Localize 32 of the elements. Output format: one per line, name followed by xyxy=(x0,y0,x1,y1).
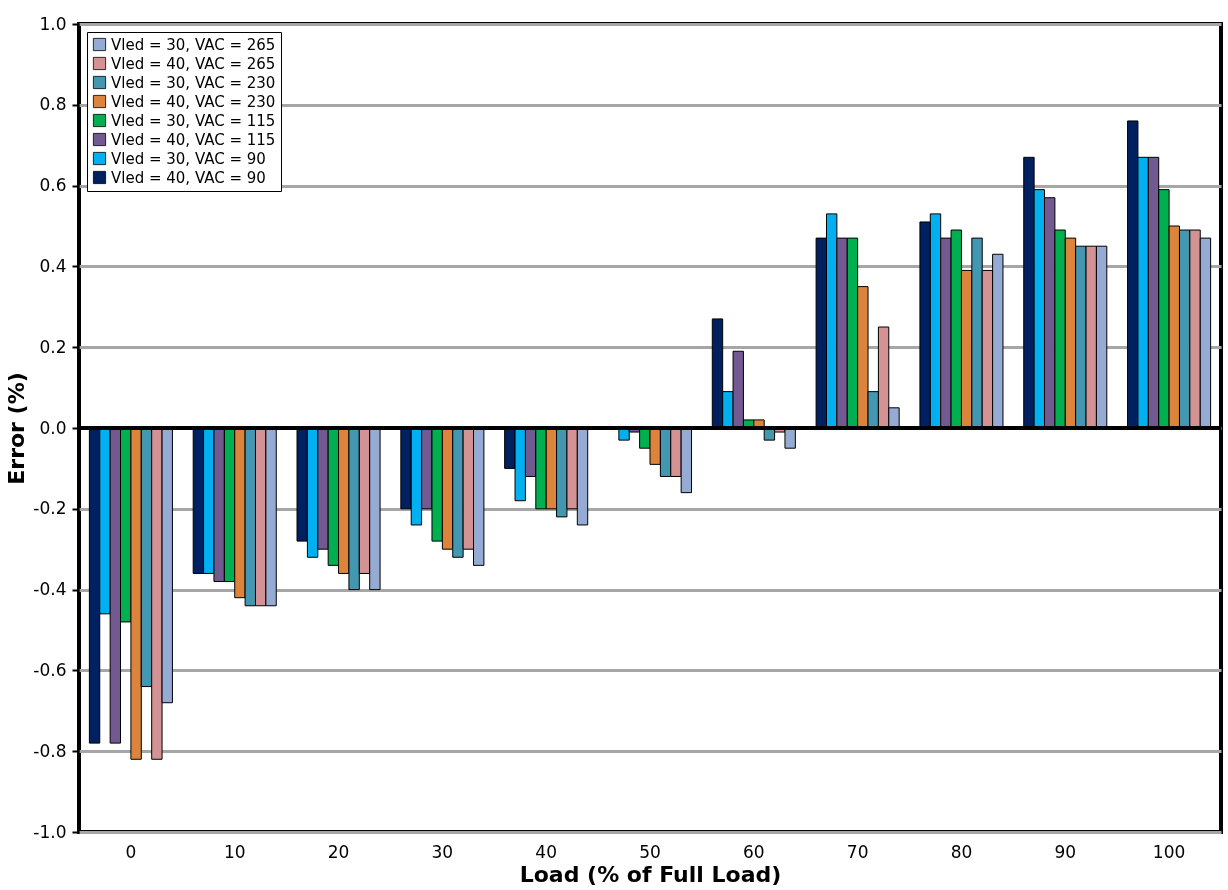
y-tick-label: -0.4 xyxy=(33,579,67,600)
y-tick-label: 0.0 xyxy=(39,417,67,438)
legend-label: Vled = 40, VAC = 115 xyxy=(111,130,276,149)
x-tick-label: 40 xyxy=(535,841,557,862)
y-tick-label: 0.8 xyxy=(39,94,67,115)
y-tick-label: -0.2 xyxy=(33,498,67,519)
x-tick-label: 70 xyxy=(846,841,869,862)
x-tick-label: 20 xyxy=(327,841,350,862)
legend-label: Vled = 30, VAC = 115 xyxy=(111,111,276,130)
x-tick-label: 90 xyxy=(1054,841,1077,862)
y-tick-label: 0.6 xyxy=(39,175,67,196)
y-tick-label: 0.2 xyxy=(39,336,67,357)
y-tick-label: -1.0 xyxy=(33,821,67,842)
x-tick-label: 60 xyxy=(743,841,765,862)
y-tick-label: 0.4 xyxy=(39,255,67,276)
x-tick-label: 30 xyxy=(431,841,454,862)
x-tick-label: 0 xyxy=(125,841,137,862)
legend-label: Vled = 40, VAC = 90 xyxy=(111,168,266,187)
legend-label: Vled = 40, VAC = 265 xyxy=(111,54,276,73)
x-axis-title: Load (% of Full Load) xyxy=(519,861,782,887)
x-tick-label: 80 xyxy=(950,841,973,862)
x-tick-label: 50 xyxy=(639,841,661,862)
legend-label: Vled = 30, VAC = 230 xyxy=(111,73,276,92)
y-axis-title: Error (%) xyxy=(4,372,30,485)
legend-label: Vled = 40, VAC = 230 xyxy=(111,92,276,111)
y-tick-label: -0.8 xyxy=(33,740,67,761)
y-tick-label: -0.6 xyxy=(33,659,67,680)
x-tick-label: 100 xyxy=(1152,841,1186,862)
y-tick-label: 1.0 xyxy=(39,13,67,34)
x-tick-label: 10 xyxy=(223,841,246,862)
legend-label: Vled = 30, VAC = 90 xyxy=(111,149,266,168)
legend-label: Vled = 30, VAC = 265 xyxy=(111,35,276,54)
